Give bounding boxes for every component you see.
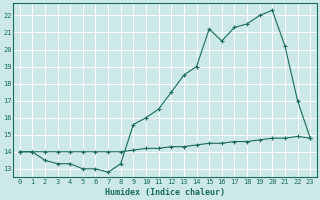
X-axis label: Humidex (Indice chaleur): Humidex (Indice chaleur) bbox=[105, 188, 225, 197]
